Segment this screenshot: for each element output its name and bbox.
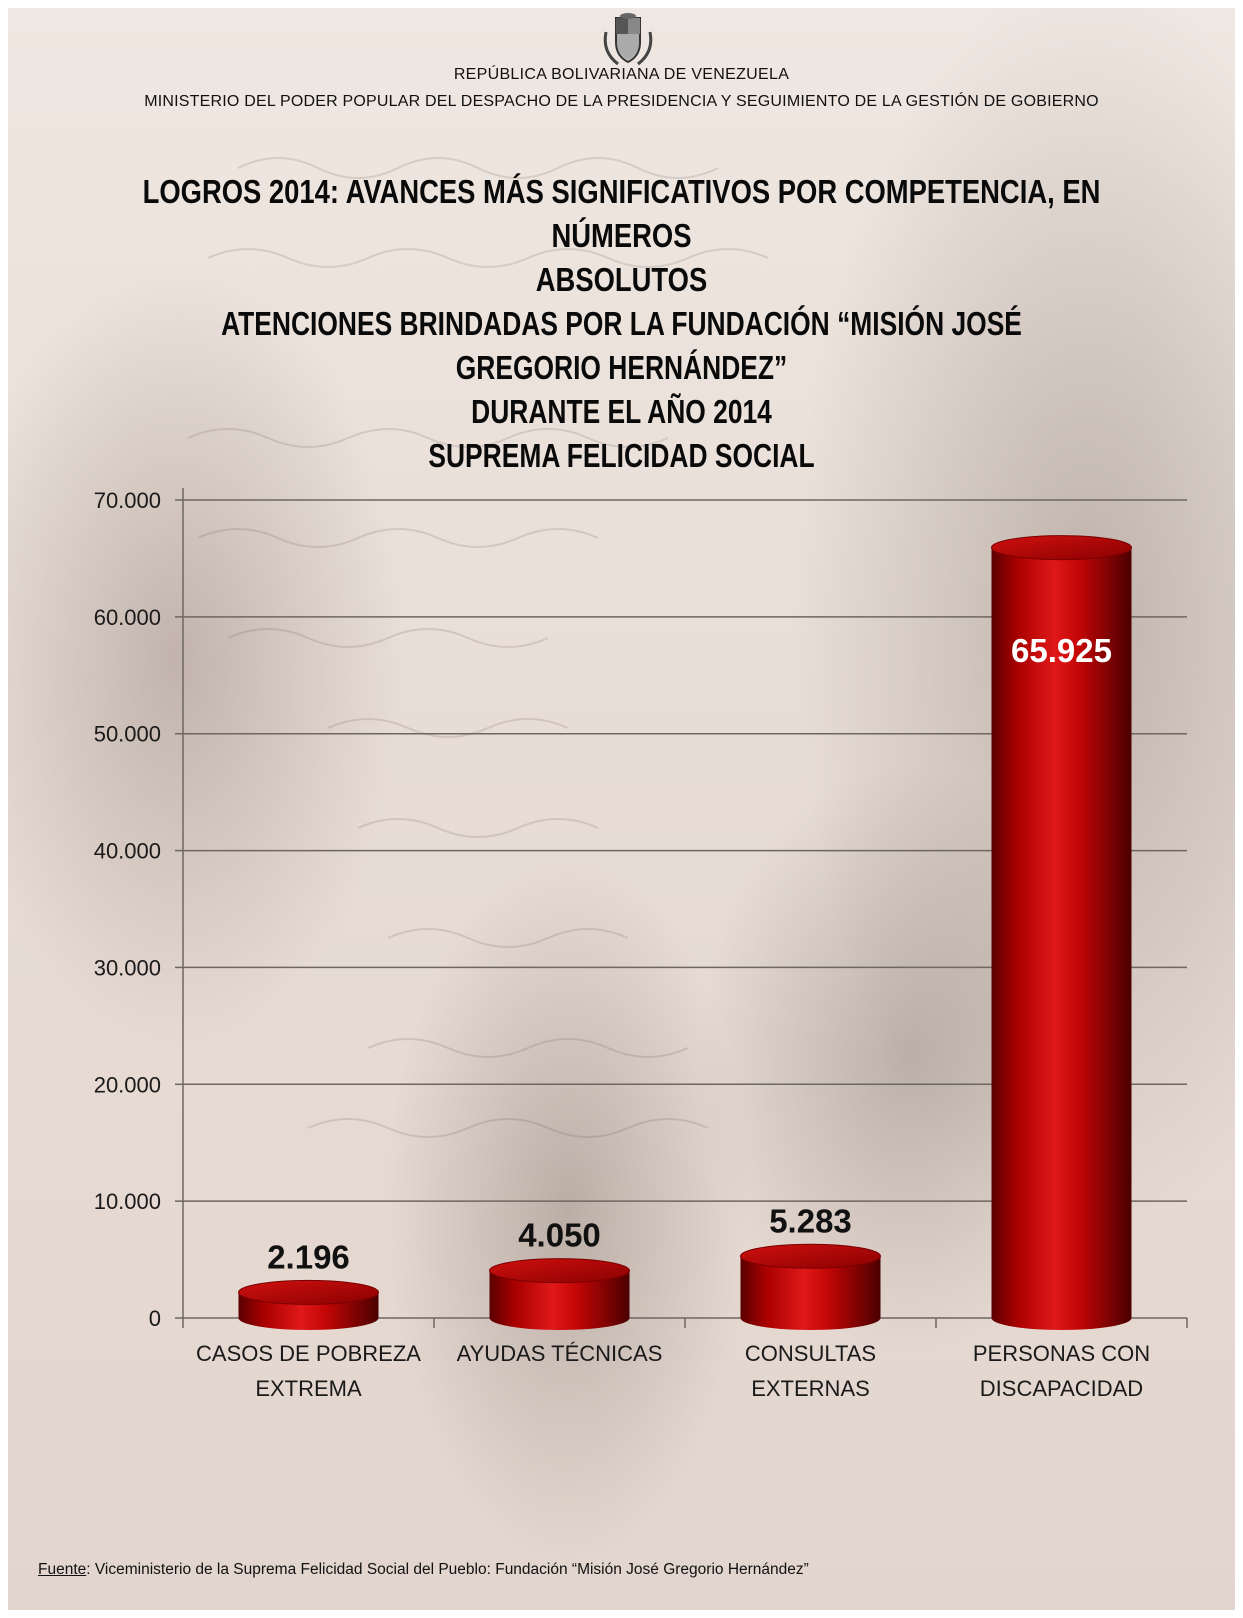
data-label: 2.196 <box>267 1238 350 1275</box>
bar <box>238 1279 379 1330</box>
data-label: 4.050 <box>518 1217 601 1254</box>
bar-body <box>489 1270 630 1330</box>
source-note: Fuente: Viceministerio de la Suprema Fel… <box>38 1561 809 1579</box>
data-label: 5.283 <box>769 1202 852 1239</box>
x-tick-label: CONSULTAS <box>745 1341 876 1366</box>
bar-body <box>740 1256 881 1330</box>
bar <box>740 1243 881 1330</box>
chart-title: ATENCIONES BRINDADAS POR LA FUNDACIÓN “M… <box>148 302 1094 478</box>
source-label: Fuente <box>38 1561 87 1578</box>
background-handwriting <box>187 157 769 1138</box>
y-tick-label: 10.000 <box>94 1189 161 1214</box>
bar-top <box>740 1243 881 1269</box>
bar-top <box>238 1279 379 1305</box>
y-tick-label: 0 <box>149 1306 161 1331</box>
y-tick-label: 20.000 <box>94 1072 161 1097</box>
y-tick-label: 60.000 <box>94 605 161 630</box>
main-title-line-1: LOGROS 2014: AVANCES MÁS SIGNIFICATIVOS … <box>142 173 1101 254</box>
x-tick-label: DISCAPACIDAD <box>980 1376 1143 1401</box>
x-tick-label: CASOS DE POBREZA <box>196 1341 421 1366</box>
y-tick-label: 40.000 <box>94 839 161 864</box>
y-tick-label: 70.000 <box>94 488 161 513</box>
chart-title-line-3: SUPREMA FELICIDAD SOCIAL <box>428 437 815 474</box>
y-tick-label: 50.000 <box>94 722 161 747</box>
bar <box>991 535 1132 1330</box>
chart-title-line-2: DURANTE EL AÑO 2014 <box>471 393 772 430</box>
x-tick-label: AYUDAS TÉCNICAS <box>457 1341 663 1366</box>
chart-title-line-1: ATENCIONES BRINDADAS POR LA FUNDACIÓN “M… <box>221 305 1022 386</box>
bar-top <box>489 1258 630 1284</box>
bar-body <box>991 547 1132 1330</box>
ministry-heading: MINISTERIO DEL PODER POPULAR DEL DESPACH… <box>144 93 1099 110</box>
source-text: : Viceministerio de la Suprema Felicidad… <box>86 1561 809 1578</box>
x-tick-label: EXTREMA <box>255 1376 362 1401</box>
bar-top <box>991 535 1132 561</box>
bar <box>489 1258 630 1330</box>
republic-heading: REPÚBLICA BOLIVARIANA DE VENEZUELA <box>453 66 790 83</box>
x-tick-label: EXTERNAS <box>751 1376 870 1401</box>
x-tick-label: PERSONAS CON <box>973 1341 1150 1366</box>
main-title: LOGROS 2014: AVANCES MÁS SIGNIFICATIVOS … <box>131 170 1113 302</box>
data-label: 65.925 <box>1011 632 1112 669</box>
coat-of-arms-emblem <box>603 13 653 66</box>
y-tick-label: 30.000 <box>94 955 161 980</box>
main-title-line-2: ABSOLUTOS <box>535 261 708 298</box>
